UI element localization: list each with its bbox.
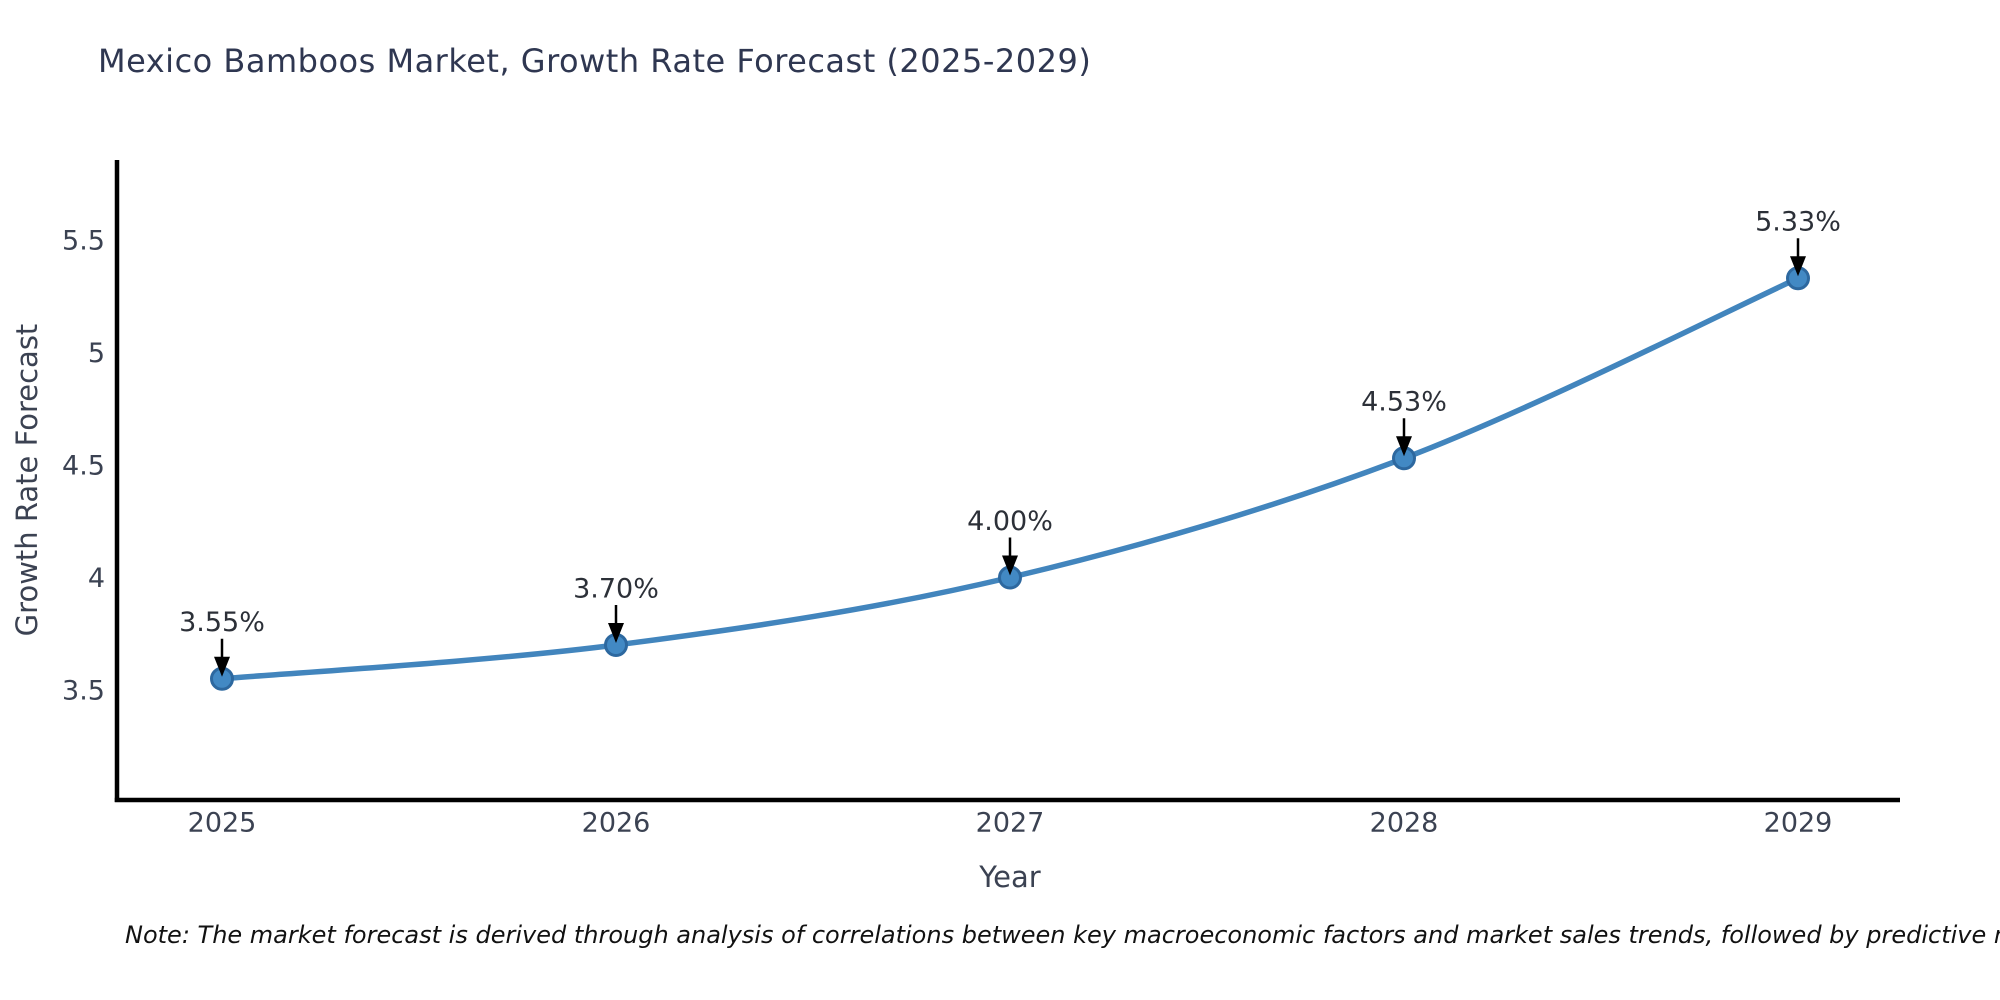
footnote: Note: The market forecast is derived thr… (125, 921, 2000, 949)
x-axis-title: Year (979, 860, 1041, 894)
series-points (210, 266, 1810, 691)
point-annotation-label: 5.33% (1755, 207, 1841, 238)
y-tick-label: 4.5 (62, 450, 105, 481)
annotation-arrow-head (1790, 256, 1806, 277)
x-tick-label: 2028 (1370, 807, 1439, 838)
y-axis-tick-labels: 3.5 4 4.5 5 5.5 (62, 225, 105, 706)
point-annotation-label: 3.70% (573, 573, 659, 604)
point-annotations: 3.55% 3.70% 4.00% 4.53% 5.33% (179, 207, 1841, 677)
x-tick-label: 2025 (188, 807, 257, 838)
point-annotation-label: 3.55% (179, 607, 265, 638)
x-tick-label: 2027 (976, 807, 1045, 838)
y-tick-label: 3.5 (62, 675, 105, 706)
y-axis-title: Growth Rate Forecast (10, 323, 44, 637)
point-annotation: 3.70% (573, 573, 659, 643)
point-annotation: 4.00% (967, 506, 1053, 576)
x-axis-tick-labels: 2025 2026 2027 2028 2029 (188, 807, 1833, 838)
point-annotation: 4.53% (1361, 387, 1447, 457)
x-tick-label: 2029 (1764, 807, 1833, 838)
y-tick-label: 5 (88, 338, 105, 369)
point-annotation-label: 4.53% (1361, 387, 1447, 418)
point-annotation: 3.55% (179, 607, 265, 677)
chart-title: Mexico Bamboos Market, Growth Rate Forec… (98, 42, 1092, 80)
forecast-line (219, 275, 1801, 682)
annotation-arrow-head (608, 623, 624, 643)
series-line (219, 275, 1801, 682)
x-tick-label: 2026 (582, 807, 651, 838)
point-annotation: 5.33% (1755, 207, 1841, 277)
y-tick-label: 4 (88, 563, 105, 594)
y-tick-label: 5.5 (62, 225, 105, 256)
annotation-arrow-head (1002, 555, 1018, 576)
point-annotation-label: 4.00% (967, 506, 1053, 537)
annotation-arrow-head (214, 656, 230, 677)
annotation-arrow-head (1396, 436, 1412, 457)
